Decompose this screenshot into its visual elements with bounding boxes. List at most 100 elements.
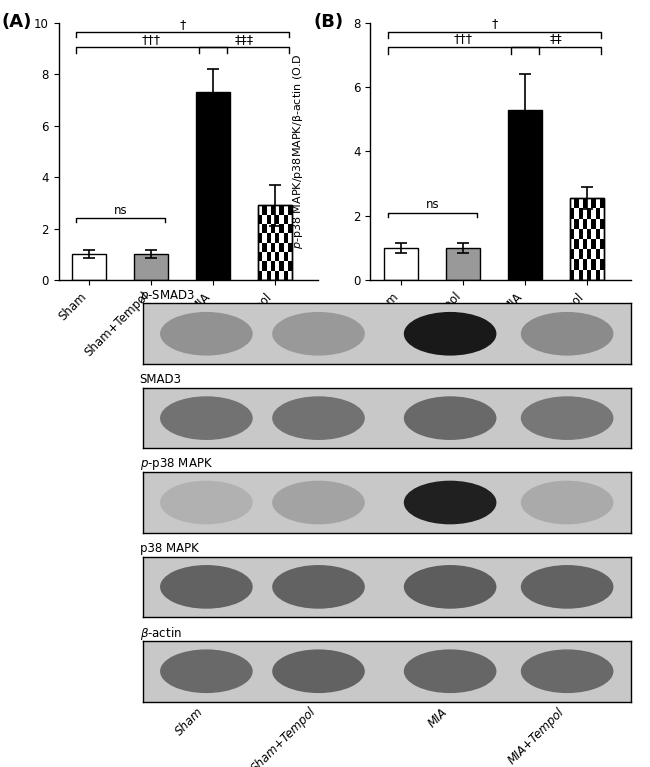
Bar <box>600 219 604 229</box>
Ellipse shape <box>160 481 253 525</box>
Text: ‡‡‡: ‡‡‡ <box>235 33 254 46</box>
Bar <box>595 209 600 219</box>
Text: ns: ns <box>426 198 439 211</box>
Bar <box>283 233 288 242</box>
Bar <box>266 252 271 262</box>
Bar <box>508 110 542 280</box>
Text: $p$-p38 MAPK/p38MAPK/β-actin (O.D: $p$-p38 MAPK/p38MAPK/β-actin (O.D <box>291 54 305 249</box>
Bar <box>196 92 230 280</box>
Ellipse shape <box>272 312 365 356</box>
Ellipse shape <box>404 312 497 356</box>
Bar <box>72 255 107 280</box>
Bar <box>600 239 604 249</box>
Ellipse shape <box>272 481 365 525</box>
Bar <box>578 249 583 259</box>
Text: ns: ns <box>114 204 127 217</box>
Bar <box>283 252 288 262</box>
Bar <box>595 249 600 259</box>
Bar <box>583 259 587 270</box>
Bar <box>575 219 578 229</box>
Bar <box>258 271 263 280</box>
Bar <box>263 224 266 233</box>
Bar <box>266 233 271 242</box>
Bar <box>288 224 292 233</box>
Bar <box>575 198 578 209</box>
Bar <box>280 242 283 252</box>
Bar <box>280 262 283 271</box>
Ellipse shape <box>272 650 365 693</box>
Ellipse shape <box>404 481 497 525</box>
Text: $p$-p38 MAPK: $p$-p38 MAPK <box>140 456 213 472</box>
Bar <box>575 239 578 249</box>
Bar <box>258 206 292 280</box>
Bar <box>258 233 263 242</box>
Ellipse shape <box>404 650 497 693</box>
Bar <box>600 259 604 270</box>
Ellipse shape <box>521 397 614 440</box>
Bar <box>592 239 595 249</box>
Text: Sham+Tempol: Sham+Tempol <box>248 706 318 767</box>
Bar <box>258 206 292 280</box>
Bar <box>587 209 592 219</box>
Bar <box>288 206 292 215</box>
Bar <box>271 242 275 252</box>
Bar <box>570 198 604 280</box>
Bar <box>288 242 292 252</box>
Bar <box>592 219 595 229</box>
Bar <box>570 198 604 280</box>
Bar <box>263 206 266 215</box>
Bar <box>271 206 275 215</box>
Text: $\beta$-actin: $\beta$-actin <box>140 624 181 641</box>
Text: †††: ††† <box>142 33 161 46</box>
Text: MIA: MIA <box>426 706 450 730</box>
Bar <box>570 270 575 280</box>
Bar <box>583 239 587 249</box>
Text: (B): (B) <box>313 13 343 31</box>
Bar <box>384 248 419 280</box>
Bar <box>595 270 600 280</box>
Bar <box>587 249 592 259</box>
Bar <box>266 215 271 224</box>
Bar <box>570 209 575 219</box>
Bar <box>578 209 583 219</box>
Bar <box>583 198 587 209</box>
Bar <box>595 229 600 239</box>
Bar <box>575 259 578 270</box>
Bar <box>280 224 283 233</box>
Bar <box>283 215 288 224</box>
Ellipse shape <box>521 481 614 525</box>
Bar <box>592 198 595 209</box>
Text: (A): (A) <box>1 13 32 31</box>
Bar <box>258 215 263 224</box>
Bar <box>583 219 587 229</box>
Ellipse shape <box>521 312 614 356</box>
Text: †: † <box>179 18 185 31</box>
Text: MIA+Tempol: MIA+Tempol <box>506 706 567 767</box>
Bar <box>578 270 583 280</box>
Text: †: † <box>491 18 497 31</box>
Bar <box>600 198 604 209</box>
Bar <box>288 262 292 271</box>
Bar <box>570 249 575 259</box>
Text: ‡‡: ‡‡ <box>550 32 563 45</box>
Bar <box>275 233 280 242</box>
Ellipse shape <box>404 565 497 609</box>
Bar <box>271 224 275 233</box>
Ellipse shape <box>521 565 614 609</box>
Text: $p$-SMAD3: $p$-SMAD3 <box>140 288 194 304</box>
Bar <box>283 271 288 280</box>
Ellipse shape <box>521 650 614 693</box>
Bar <box>275 271 280 280</box>
Bar <box>275 215 280 224</box>
Bar <box>263 242 266 252</box>
Ellipse shape <box>160 312 253 356</box>
Bar <box>587 270 592 280</box>
Bar <box>578 229 583 239</box>
Bar <box>271 262 275 271</box>
Bar <box>592 259 595 270</box>
Ellipse shape <box>160 565 253 609</box>
Bar <box>280 206 283 215</box>
Bar <box>570 229 575 239</box>
Text: p38 MAPK: p38 MAPK <box>140 542 198 555</box>
Text: SMAD3: SMAD3 <box>140 374 182 387</box>
